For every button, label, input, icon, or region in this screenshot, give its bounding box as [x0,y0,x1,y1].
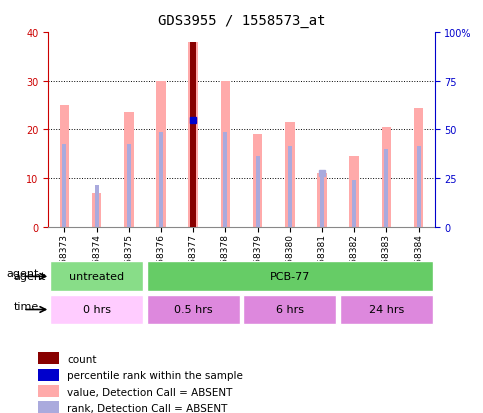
Bar [38,385,58,397]
Text: 0 hrs: 0 hrs [83,304,111,314]
Text: percentile rank within the sample: percentile rank within the sample [68,370,243,380]
Bar [285,123,295,227]
Bar [384,150,388,227]
Bar [38,352,58,364]
Bar [256,157,260,227]
Bar [59,106,69,227]
Bar [253,135,262,227]
Bar [382,128,391,227]
Bar [188,43,198,227]
Bar [349,157,359,227]
Bar [38,401,58,413]
Text: time: time [14,301,39,311]
Text: agent: agent [14,271,46,281]
Bar [416,147,421,227]
Bar [92,193,101,227]
Bar [38,369,58,381]
Bar [414,108,424,227]
Text: 6 hrs: 6 hrs [276,304,304,314]
Bar [190,43,196,227]
Text: untreated: untreated [69,271,124,281]
Text: agent: agent [6,268,39,278]
Text: value, Detection Call = ABSENT: value, Detection Call = ABSENT [68,387,233,397]
Text: rank, Detection Call = ABSENT: rank, Detection Call = ABSENT [68,403,228,413]
Bar [223,133,227,227]
Bar [317,174,327,227]
FancyBboxPatch shape [50,262,143,292]
FancyBboxPatch shape [243,295,337,325]
Bar [221,81,230,227]
Bar [320,174,324,227]
Bar [159,133,163,227]
Bar [288,147,292,227]
FancyBboxPatch shape [146,262,433,292]
Bar [127,145,131,227]
Text: GDS3955 / 1558573_at: GDS3955 / 1558573_at [158,14,325,28]
Text: 0.5 hrs: 0.5 hrs [174,304,213,314]
Bar [352,181,356,227]
FancyBboxPatch shape [146,295,240,325]
Bar [156,81,166,227]
Bar [124,113,134,227]
Bar [191,121,195,227]
Bar [62,145,67,227]
Bar [95,186,99,227]
Text: PCB-77: PCB-77 [270,271,310,281]
FancyBboxPatch shape [340,295,433,325]
Text: 24 hrs: 24 hrs [369,304,404,314]
FancyBboxPatch shape [50,295,143,325]
Text: count: count [68,354,97,364]
